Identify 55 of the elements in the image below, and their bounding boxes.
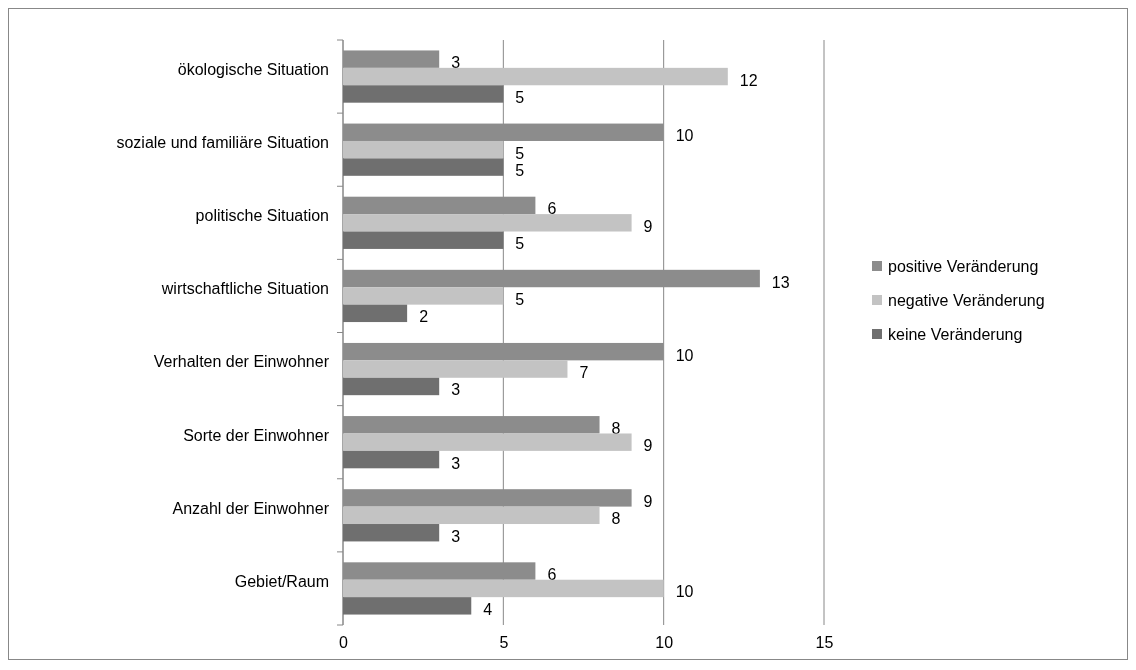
legend-label: negative Veränderung (888, 292, 1045, 309)
y-tick-label: Verhalten der Einwohner (153, 353, 330, 371)
y-tick-label: wirtschaftliche Situation (160, 280, 329, 298)
data-label: 2 (419, 308, 429, 326)
bar (343, 214, 632, 232)
data-label: 5 (515, 290, 525, 308)
data-label: 3 (451, 454, 461, 472)
data-label: 9 (643, 217, 653, 235)
data-label: 8 (611, 510, 621, 528)
data-label: 3 (451, 54, 461, 72)
data-label: 5 (515, 162, 525, 180)
bar (343, 579, 664, 598)
bar (343, 287, 504, 305)
data-label: 10 (675, 127, 694, 145)
bar (343, 85, 504, 103)
data-label: 6 (547, 200, 557, 218)
bar (343, 231, 504, 249)
y-tick-label: ökologische Situation (177, 60, 329, 78)
data-label: 5 (515, 144, 525, 162)
data-label: 10 (675, 346, 694, 364)
data-label: 13 (771, 273, 790, 291)
data-label: 9 (643, 492, 653, 510)
y-tick-label: politische Situation (195, 207, 329, 225)
bar (343, 67, 728, 86)
y-tick-label: Anzahl der Einwohner (172, 499, 330, 517)
data-label: 3 (451, 381, 461, 399)
data-label: 12 (739, 71, 758, 89)
bar (343, 158, 504, 176)
bar (343, 597, 472, 615)
data-label: 8 (611, 419, 621, 437)
x-tick-label: 15 (815, 634, 834, 652)
bar (343, 360, 568, 378)
x-tick-label: 5 (499, 634, 509, 652)
bar (343, 433, 632, 451)
bar (343, 140, 504, 159)
y-tick-label: Gebiet/Raum (234, 572, 329, 590)
data-label: 10 (675, 583, 694, 601)
data-label: 6 (547, 566, 557, 584)
legend-label: positive Veränderung (888, 258, 1039, 275)
data-label: 5 (515, 235, 525, 253)
x-tick-label: 0 (339, 634, 349, 652)
bar (343, 506, 600, 525)
x-tick-label: 10 (655, 634, 674, 652)
bar (343, 450, 440, 469)
data-label: 7 (579, 364, 589, 382)
bar (343, 524, 440, 542)
bar (343, 304, 408, 323)
data-label: 5 (515, 88, 525, 106)
data-label: 4 (483, 600, 493, 618)
bar (343, 377, 440, 396)
y-tick-label: soziale und familiäre Situation (116, 134, 329, 152)
data-label: 9 (643, 437, 653, 455)
data-label: 3 (451, 527, 461, 545)
y-tick-label: Sorte der Einwohner (183, 426, 330, 444)
legend-label: keine Veränderung (888, 326, 1023, 343)
